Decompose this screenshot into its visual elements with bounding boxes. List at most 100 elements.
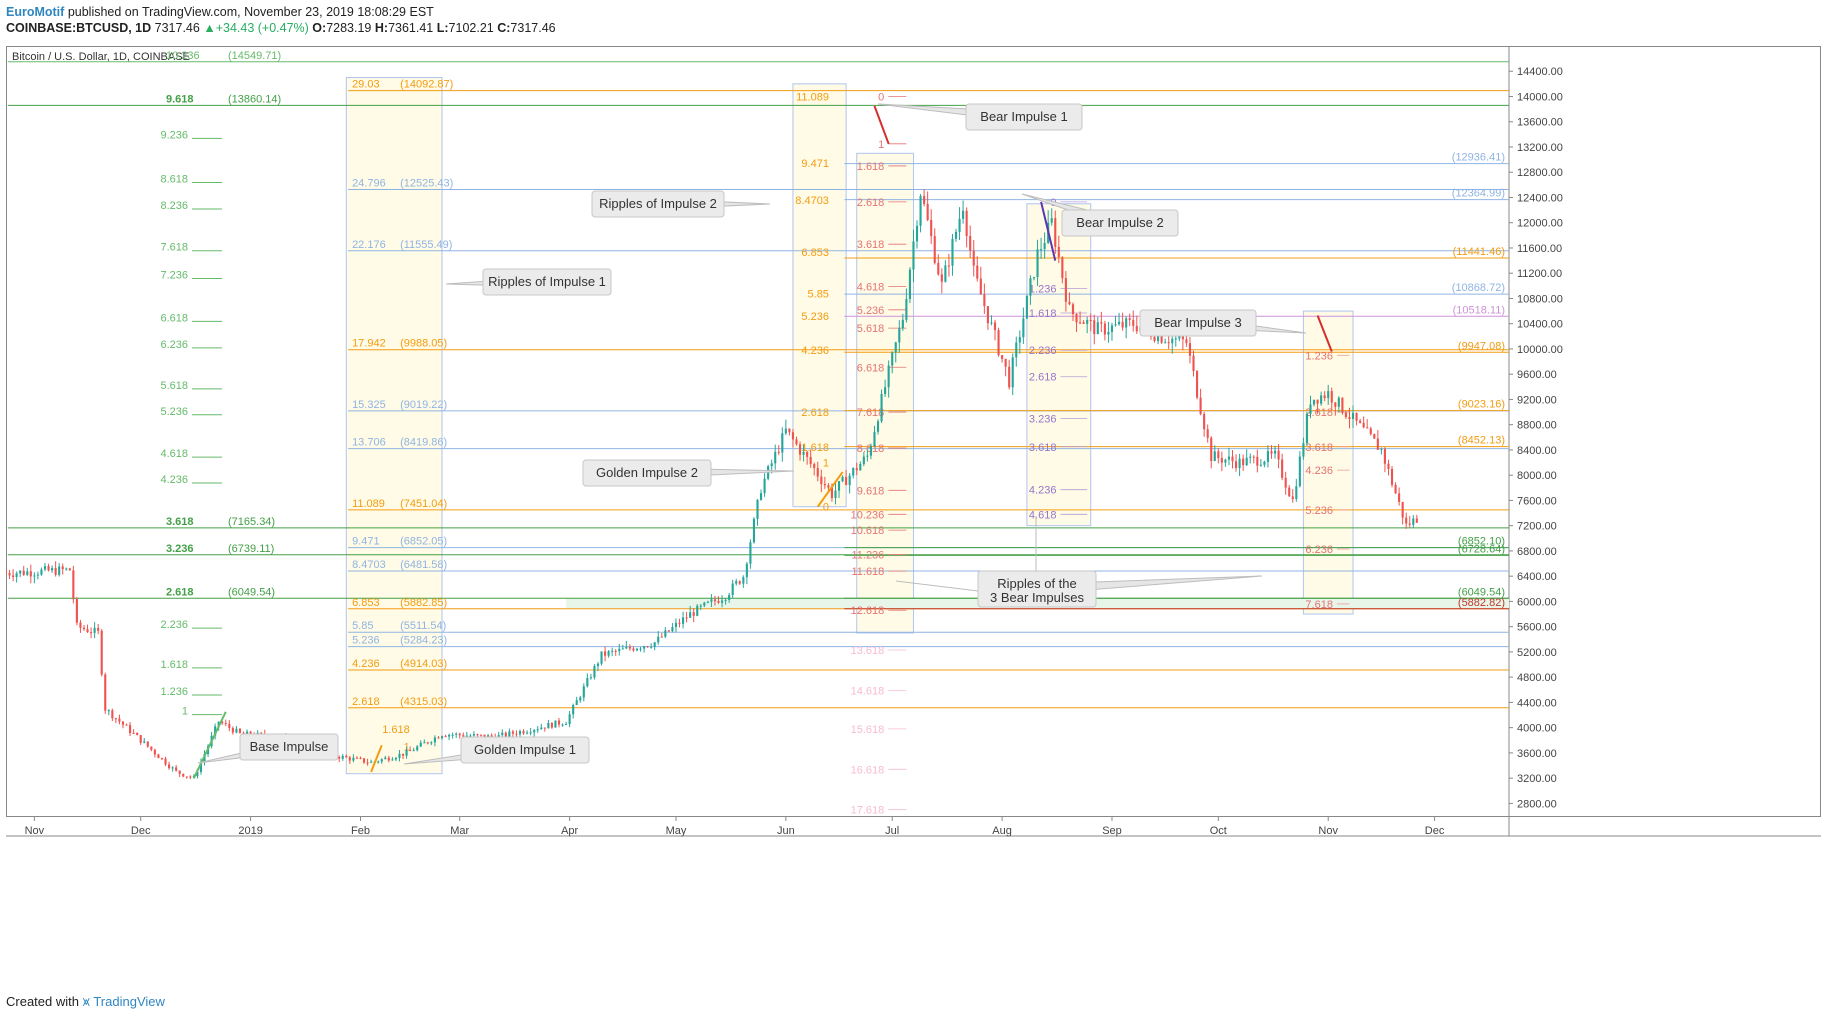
candle-body — [182, 773, 185, 777]
callout-box[interactable] — [591, 190, 725, 218]
callout-box[interactable] — [965, 103, 1083, 131]
tradingview-logo-icon[interactable]: ⩙ — [82, 994, 90, 1009]
candle-body — [196, 772, 199, 777]
bear3-ladder-ratio: 1.236 — [1305, 350, 1333, 362]
impulse2-ladder-ratio: 5.236 — [801, 311, 829, 323]
fib-level-ratio: 9.471 — [352, 536, 380, 548]
candle-body — [1383, 448, 1386, 464]
candle-body — [1015, 342, 1018, 358]
candle-body — [976, 265, 979, 279]
candle-body — [1295, 486, 1298, 500]
candle-body — [36, 574, 39, 576]
candle-body — [437, 737, 440, 739]
y-tick-label: 2800.00 — [1517, 798, 1557, 810]
candle-body — [476, 734, 479, 736]
chart-area[interactable]: Bitcoin / U.S. Dollar, 1D, COINBASE 14400… — [6, 46, 1821, 970]
bear3-ripple-box — [1302, 310, 1354, 615]
candle-body — [111, 710, 114, 719]
candle-body — [809, 456, 812, 465]
candle-body — [1029, 278, 1032, 296]
callout-box[interactable] — [582, 459, 712, 487]
candle-body — [1178, 335, 1181, 339]
close-value: 7317.46 — [510, 21, 556, 35]
fib-level-value: (4914.03) — [400, 658, 447, 670]
candle-body — [891, 352, 894, 366]
candle-body — [717, 601, 720, 603]
fib-level-ratio: 17.942 — [352, 338, 386, 350]
candle-body — [905, 299, 908, 320]
candle-body — [1022, 318, 1025, 338]
candle-body — [8, 573, 11, 576]
candle-body — [685, 617, 688, 619]
candle-body — [894, 342, 897, 353]
fib-level-ratio: 3.618 — [166, 516, 194, 528]
x-tick-label: May — [666, 825, 687, 837]
candle-body — [749, 542, 752, 564]
candle-body — [841, 476, 844, 482]
bear2-ladder-ratio: 2.618 — [1029, 372, 1057, 384]
candle-body — [1025, 295, 1028, 319]
candle-body — [338, 756, 341, 759]
candle-body — [1320, 395, 1323, 404]
callout-box[interactable] — [977, 570, 1097, 608]
fib-level-ratio: 15.325 — [352, 399, 386, 411]
candle-body — [1110, 325, 1114, 332]
candle-body — [43, 566, 47, 570]
impulse1-ripple-box — [345, 77, 443, 775]
candle-body — [593, 665, 596, 678]
candle-body — [1071, 304, 1075, 315]
candle-body — [26, 571, 29, 575]
candle-body — [969, 235, 972, 251]
candle-body — [29, 571, 32, 577]
base-ladder-ratio: 4.236 — [160, 474, 188, 486]
impulse2-ripple-box — [792, 83, 847, 508]
candle-body — [1330, 391, 1333, 403]
candle-body — [1316, 399, 1319, 404]
callout-label: Bear Impulse 3 — [1154, 315, 1241, 330]
x-tick-label: Sep — [1102, 825, 1122, 837]
callout-box[interactable] — [1139, 309, 1257, 337]
candle-body — [433, 737, 436, 743]
x-tick-label: Feb — [351, 825, 370, 837]
candle-body — [933, 236, 936, 263]
y-tick-label: 10400.00 — [1517, 319, 1563, 331]
bear1-ladder-ratio: 10.618 — [851, 525, 885, 537]
candle-body — [1064, 278, 1067, 302]
candle-body — [1284, 477, 1287, 488]
candle-body — [355, 757, 358, 759]
fib-level-value: (9023.16) — [1458, 399, 1505, 411]
fib-level-ratio: 11.089 — [352, 498, 385, 510]
candle-body — [845, 476, 848, 486]
candle-body — [643, 646, 646, 649]
fib-level-value: (11441.46) — [1453, 246, 1505, 258]
tradingview-link[interactable]: TradingView — [93, 994, 165, 1009]
candle-body — [178, 770, 181, 774]
bear1-ladder-ratio: 13.618 — [851, 645, 885, 657]
callout-box[interactable] — [460, 736, 590, 764]
y-tick-label: 9600.00 — [1517, 369, 1557, 381]
candle-body — [508, 731, 511, 737]
candle-body — [990, 322, 993, 324]
candle-body — [1125, 318, 1128, 328]
candle-body — [245, 731, 249, 735]
candle-body — [1334, 402, 1337, 407]
candle-body — [1249, 456, 1252, 458]
candle-body — [529, 732, 532, 734]
base-ladder-ratio: 8.236 — [160, 200, 188, 212]
candle-body — [731, 583, 734, 596]
candle-body — [1011, 357, 1014, 388]
callout-box[interactable] — [1061, 209, 1179, 237]
publisher-name[interactable]: EuroMotif — [6, 5, 65, 19]
chart-canvas[interactable]: Bitcoin / U.S. Dollar, 1D, COINBASE14400… — [6, 46, 1821, 970]
high-value: 7361.41 — [388, 21, 434, 35]
candle-body — [1192, 355, 1195, 372]
candle-body — [79, 622, 82, 628]
bear2-ladder-ratio: 1.618 — [1029, 308, 1057, 320]
candle-body — [472, 734, 475, 736]
fib-level-value: (8452.13) — [1458, 435, 1505, 447]
bear1-ladder-ratio: 12.618 — [851, 605, 885, 617]
callout-box[interactable] — [239, 733, 339, 761]
callout-box[interactable] — [482, 268, 612, 296]
candle-body — [143, 741, 146, 743]
y-tick-label: 4800.00 — [1517, 672, 1557, 684]
